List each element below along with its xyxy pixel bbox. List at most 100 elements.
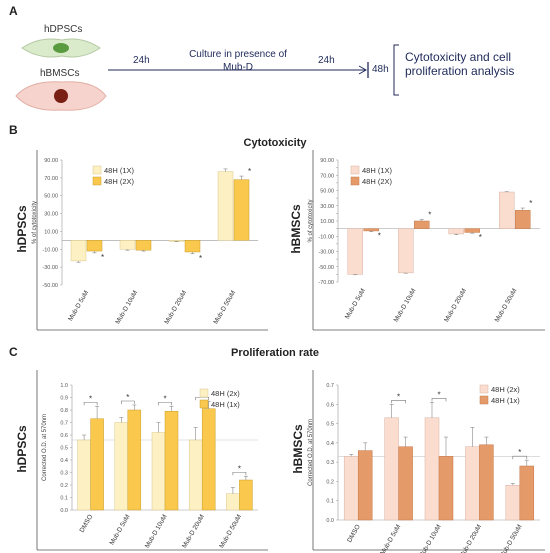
- significance-bracket: [121, 400, 135, 404]
- significance-star: *: [437, 390, 440, 399]
- legend-label: 48H (2X): [362, 177, 393, 186]
- category-label: Mub-D 5uM: [344, 288, 367, 321]
- cell-icon-hdpscs: [21, 38, 101, 58]
- category-label: Mub-D 20uM: [181, 514, 206, 550]
- bar: [398, 228, 414, 274]
- bar: [226, 493, 240, 511]
- y-tick-label: 50.00: [320, 189, 334, 195]
- bar: [164, 411, 179, 511]
- category-label: DMSO: [79, 514, 95, 534]
- bar: [363, 228, 379, 232]
- bar: [86, 240, 103, 252]
- bar: [505, 485, 521, 521]
- bar: [233, 179, 250, 241]
- y-tick-label: 90.00: [320, 158, 334, 164]
- bar: [70, 240, 87, 262]
- category-label: DMSO: [346, 524, 362, 544]
- category-label: Mub-D 10uM: [418, 524, 443, 553]
- panel-label-a: A: [9, 4, 18, 18]
- bar: [201, 408, 216, 511]
- bar: [343, 456, 359, 521]
- significance-bracket: [512, 455, 528, 460]
- significance-star: *: [126, 393, 129, 402]
- y-tick-label: 0.9: [60, 396, 68, 402]
- bar: [448, 228, 464, 235]
- time-label-24h-first: 24h: [133, 55, 150, 66]
- significance-star: *: [428, 210, 431, 219]
- proliferation-title: Proliferation rate: [230, 347, 320, 359]
- bar: [127, 409, 142, 511]
- schematic-diagram: [15, 38, 399, 111]
- y-tick-label: -10.00: [318, 234, 334, 240]
- timeline-arrow: [108, 62, 369, 78]
- y-tick-label: 0.5: [60, 446, 68, 452]
- y-tick-label: 0.3: [60, 471, 68, 477]
- bar: [357, 450, 373, 521]
- significance-star: *: [529, 199, 532, 208]
- legend-label: 48H (2x): [211, 389, 240, 398]
- legend-swatch: [479, 395, 489, 405]
- legend-label: 48H (1X): [362, 166, 393, 175]
- chart-b_right: -70.00 -50.00 -30.00 -10.00 10.00 30.00 50.00 7…: [308, 150, 545, 331]
- bar: [119, 240, 136, 250]
- bar: [217, 171, 234, 241]
- outcome-bracket: [393, 44, 399, 96]
- bar: [384, 417, 399, 521]
- significance-star: *: [518, 448, 521, 457]
- category-label: Mub-D 5uM: [67, 290, 90, 323]
- significance-star: *: [101, 253, 104, 262]
- legend-label: 48H (2X): [104, 177, 135, 186]
- y-tick-label: 0.7: [60, 421, 68, 427]
- panel-label-c: C: [9, 345, 18, 359]
- bar: [479, 444, 494, 521]
- y-tick-label: 0.8: [60, 408, 68, 414]
- cytotoxicity-title: Cytotoxicity: [243, 137, 307, 149]
- significance-star: *: [199, 254, 202, 263]
- legend-label: 48H (1x): [211, 400, 240, 409]
- bar: [135, 240, 152, 251]
- chart-b_left: -50.00 -30.00 -10.00 10.00 30.00 50.00 70.00 90…: [32, 150, 268, 331]
- y-tick-label: 0.7: [326, 383, 334, 389]
- y-tick-label: -50.00: [318, 265, 334, 271]
- time-label-48h: 48h: [372, 64, 389, 75]
- category-label: Mub-D 10uM: [114, 290, 139, 326]
- significance-bracket: [83, 401, 98, 406]
- category-label: Mub-D 10uM: [393, 288, 418, 324]
- significance-bracket: [158, 401, 172, 406]
- y-tick-label: 0.6: [326, 402, 334, 408]
- cell-label-hbmscs: hBMSCs: [40, 68, 80, 79]
- y-axis-label: % of cytotoxicity: [308, 199, 314, 242]
- culture-label: Culture in presence of Mub-D: [189, 49, 287, 73]
- y-tick-label: 0.5: [326, 422, 334, 428]
- bar: [465, 446, 480, 521]
- legend-swatch: [199, 399, 209, 409]
- legend-label: 48H (1X): [104, 166, 135, 175]
- significance-star: *: [238, 464, 241, 473]
- y-tick-label: 50.00: [44, 194, 58, 200]
- cell-icon-hbmscs: [15, 81, 107, 111]
- significance-bracket: [391, 399, 406, 404]
- y-tick-label: 10.00: [44, 229, 58, 235]
- y-tick-label: 30.00: [320, 204, 334, 210]
- bar: [347, 228, 363, 275]
- bar: [239, 479, 253, 511]
- legend-swatch: [92, 165, 102, 175]
- category-label: Mub-D 50uM: [212, 290, 237, 326]
- panel-label-b: B: [9, 123, 18, 137]
- legend-label: 48H (1x): [491, 396, 520, 405]
- y-tick-label: -30.00: [318, 250, 334, 256]
- legend-label: 48H (2x): [491, 385, 520, 394]
- y-tick-label: 0.1: [326, 499, 334, 505]
- legend-swatch: [479, 384, 489, 394]
- significance-star: *: [479, 233, 482, 242]
- time-label-24h-second: 24h: [318, 55, 335, 66]
- y-axis-label: % of cytotoxicity: [32, 201, 38, 244]
- category-label: Mub-D 20uM: [458, 524, 483, 553]
- y-tick-label: 0.3: [326, 460, 334, 466]
- y-tick-label: 0.2: [326, 479, 334, 485]
- significance-star: *: [163, 394, 166, 403]
- y-tick-label: 10.00: [320, 219, 334, 225]
- bar: [515, 210, 531, 229]
- y-tick-label: -10.00: [42, 247, 58, 253]
